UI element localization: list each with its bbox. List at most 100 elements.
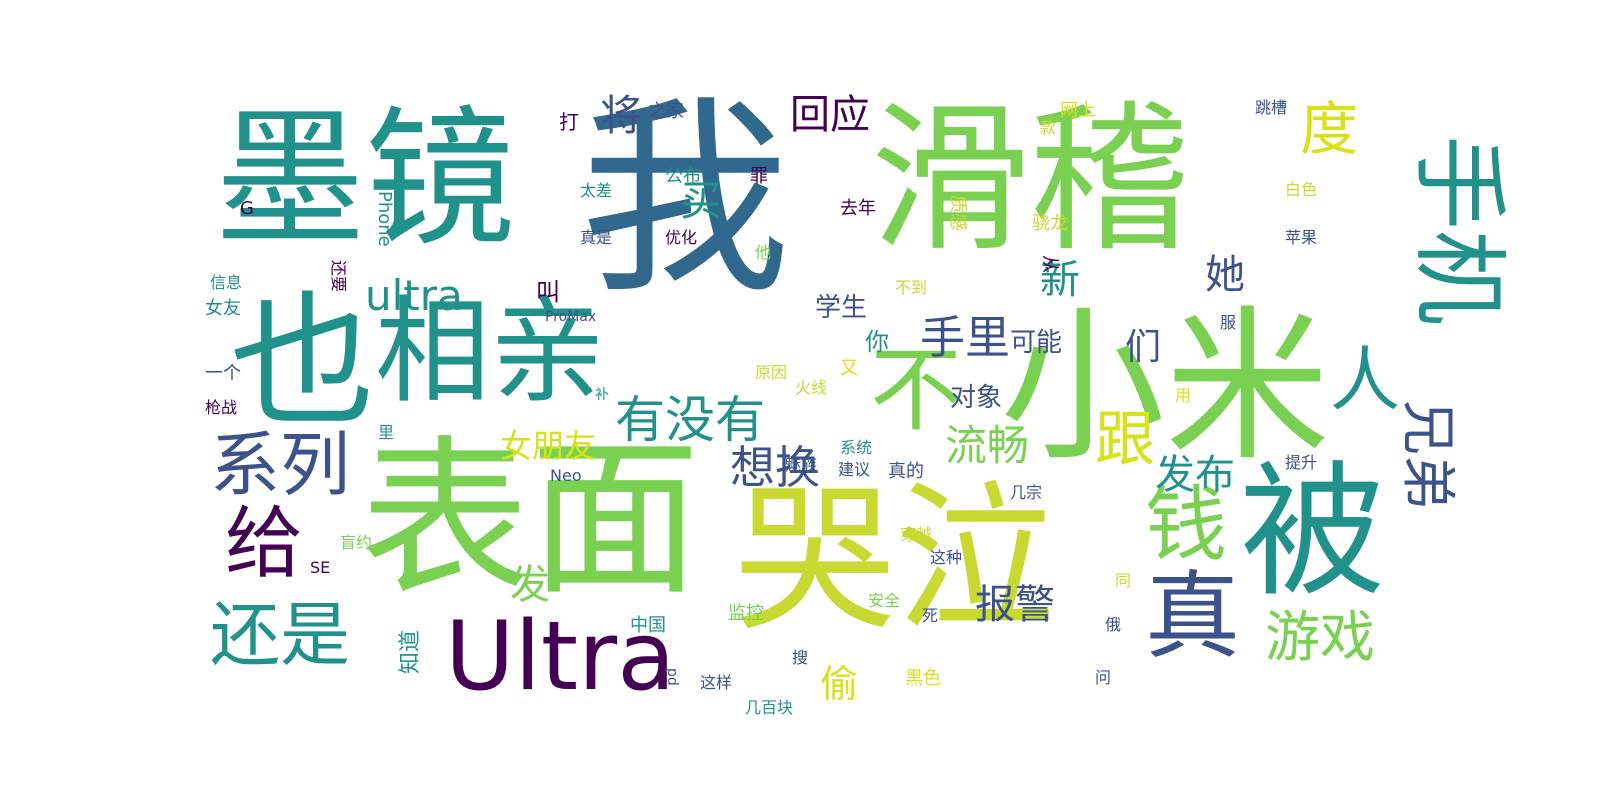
cloud-word: 款 [1040, 118, 1057, 137]
cloud-word: 这样 [700, 673, 733, 692]
cloud-word: 手里 [920, 311, 1011, 364]
cloud-word: 跳槽 [1255, 98, 1288, 117]
cloud-word: 白色 [1285, 180, 1318, 199]
cloud-word: 里 [378, 423, 395, 442]
cloud-word: 俄 [1105, 615, 1122, 634]
cloud-word: 还要 [329, 260, 348, 293]
cloud-word: 女友 [205, 298, 241, 319]
cloud-word: ProMax [545, 309, 597, 325]
cloud-word: 我 [580, 77, 791, 322]
cloud-word: 魅族 [785, 455, 818, 474]
cloud-word: 可能 [1010, 328, 1063, 358]
cloud-word: 问 [1095, 668, 1112, 687]
cloud-word: 知道 [398, 629, 423, 674]
cloud-word: 之家 [648, 101, 684, 122]
cloud-word: G [240, 198, 254, 219]
cloud-word: 死 [922, 606, 939, 625]
cloud-word: 苹果 [1285, 228, 1318, 247]
cloud-word: 穿越 [900, 525, 933, 544]
cloud-word: 小米 [1000, 291, 1330, 483]
cloud-word: 骁龙 [1032, 213, 1068, 234]
cloud-word: 新 [1040, 257, 1080, 303]
cloud-word: 补 [595, 387, 609, 403]
cloud-word: 滑稽 [870, 86, 1191, 273]
cloud-word: 这种 [930, 548, 963, 567]
cloud-word: 你 [865, 328, 889, 356]
cloud-word: 也 [230, 278, 375, 447]
cloud-word: 不到 [895, 278, 928, 297]
cloud-word: SE [310, 558, 331, 577]
cloud-word: 手机 [1403, 135, 1513, 326]
cloud-word: 优化 [665, 228, 698, 247]
cloud-word: 服 [1220, 313, 1237, 332]
cloud-word: 买 [680, 176, 723, 225]
cloud-word: 兄弟 [1396, 400, 1460, 511]
cloud-word: 人 [1330, 339, 1400, 421]
cloud-word: 几宗 [1010, 483, 1043, 502]
cloud-word: pd [664, 668, 680, 686]
cloud-word: 流畅 [945, 421, 1030, 470]
cloud-word: 太差 [580, 181, 613, 200]
cloud-word: 同 [1115, 571, 1132, 590]
cloud-word: 真是 [580, 228, 613, 247]
cloud-word: 质感 [947, 195, 968, 231]
cloud-word: 给 [225, 499, 304, 589]
cloud-word: 公布 [665, 166, 701, 187]
cloud-word: 打 [559, 110, 579, 134]
cloud-word: 还是 [210, 594, 350, 676]
cloud-word: 报警 [975, 582, 1055, 628]
cloud-word: 真的 [888, 461, 924, 482]
cloud-word: 对象 [950, 383, 1003, 413]
cloud-word: 盲约 [340, 533, 373, 552]
cloud-word: 黑色 [905, 668, 941, 689]
cloud-word: 一个 [205, 363, 241, 384]
word-cloud: 我滑稽 墨镜 表面 哭泣 小米 也相亲被 Ultra ultra 手机不系列给还是 真钱 度兄弟人有… [200, 77, 1513, 716]
cloud-word: 钱 [1145, 478, 1228, 573]
cloud-word: 叫 [536, 278, 560, 306]
cloud-word: 几百块 [745, 698, 794, 717]
cloud-word: iPhone [374, 186, 395, 247]
cloud-word: 她 [1205, 252, 1245, 298]
cloud-word: 建议 [838, 460, 871, 479]
cloud-word: 去年 [840, 198, 876, 219]
cloud-word: 又 [840, 358, 858, 379]
cloud-word: 将 [600, 91, 643, 140]
cloud-word: 想换 [730, 441, 821, 494]
cloud-word: 中国 [630, 615, 666, 636]
cloud-word: 他 [755, 243, 772, 262]
cloud-word: 系列 [210, 424, 350, 506]
cloud-word: 枪战 [205, 398, 238, 417]
cloud-word: 发布 [1155, 452, 1235, 498]
cloud-word: 网上 [1060, 100, 1096, 121]
cloud-word: 游戏 [1265, 605, 1376, 669]
cloud-word: Ultra [445, 602, 676, 712]
cloud-word: 搜 [792, 648, 809, 667]
cloud-word: 安全 [868, 591, 901, 610]
cloud-word: 有没有 [615, 391, 765, 449]
cloud-word: 跟 [1095, 405, 1155, 475]
cloud-word: 提升 [1285, 453, 1318, 472]
cloud-word: Neo [550, 466, 582, 485]
cloud-word: 哭泣 [735, 466, 1056, 653]
cloud-word: 用 [1175, 386, 1192, 405]
cloud-word: 相亲 [375, 285, 606, 419]
cloud-word: 信息 [210, 273, 243, 292]
cloud-word: 从 [1039, 255, 1060, 273]
cloud-word: 被 [1240, 448, 1385, 617]
cloud-word: 监控 [728, 603, 764, 624]
cloud-word: 们 [1125, 327, 1162, 368]
cloud-word: 女朋友 [500, 427, 597, 465]
cloud-word: 回应 [790, 92, 870, 138]
cloud-word: 偷 [820, 662, 859, 706]
cloud-word: 墨镜 [215, 93, 516, 267]
cloud-word: 真 [1145, 562, 1241, 672]
cloud-word: 原因 [755, 363, 788, 382]
cloud-word: 发 [510, 562, 550, 608]
cloud-word: 火线 [795, 378, 828, 397]
cloud-word: 度 [1300, 95, 1359, 163]
cloud-word: 罪 [750, 166, 768, 187]
cloud-word: 学生 [815, 293, 868, 323]
cloud-word: 不 [870, 337, 963, 444]
cloud-word: ultra [365, 271, 463, 320]
cloud-word: 系统 [840, 438, 873, 457]
